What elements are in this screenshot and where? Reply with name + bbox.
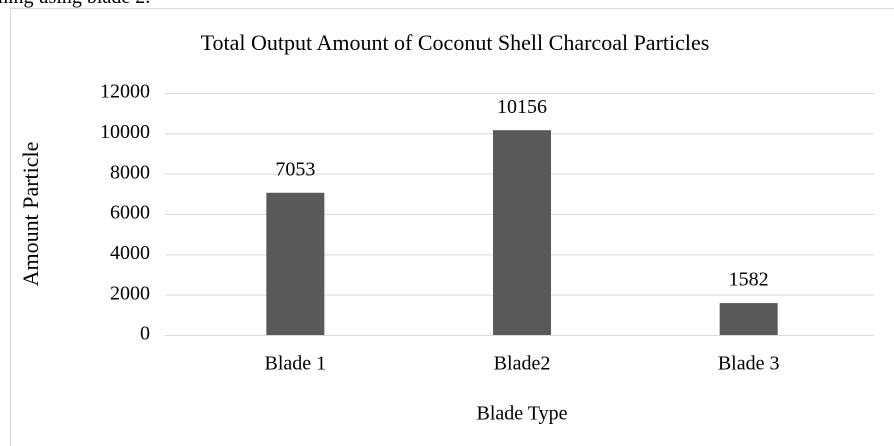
y-tick-label: 8000 <box>110 161 150 183</box>
data-label: 7053 <box>275 158 315 180</box>
y-tick-label: 10000 <box>100 121 150 143</box>
bar <box>719 303 778 335</box>
y-tick-label: 6000 <box>110 202 150 224</box>
chart-title: Total Output Amount of Coconut Shell Cha… <box>201 30 710 55</box>
chart-frame <box>10 8 894 446</box>
y-tick-label: 12000 <box>100 81 150 103</box>
x-tick-label: Blade 3 <box>718 353 780 375</box>
y-axis-title: Amount Particle <box>18 142 43 287</box>
bar <box>493 130 551 335</box>
bar <box>266 192 325 335</box>
y-tick-label: 4000 <box>110 242 150 264</box>
x-tick-label: Blade 1 <box>265 353 327 375</box>
y-tick-label: 2000 <box>110 282 150 304</box>
caption-fragment: hing using blade 2. <box>0 0 150 8</box>
data-label: 10156 <box>497 96 547 118</box>
x-tick-label: Blade2 <box>494 353 551 375</box>
data-label: 1582 <box>729 269 769 291</box>
x-axis-title: Blade Type <box>477 403 568 425</box>
y-tick-label: 0 <box>140 323 150 345</box>
